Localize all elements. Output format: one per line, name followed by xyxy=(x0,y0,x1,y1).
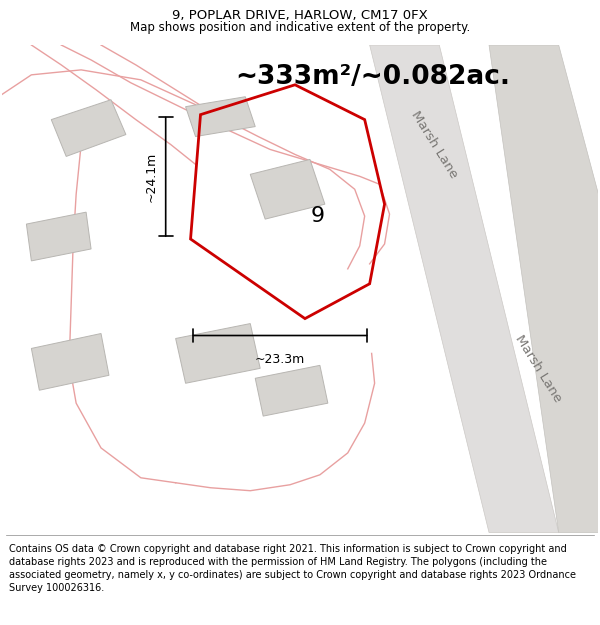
Text: Map shows position and indicative extent of the property.: Map shows position and indicative extent… xyxy=(130,21,470,34)
Polygon shape xyxy=(26,212,91,261)
Text: ~24.1m: ~24.1m xyxy=(145,152,158,202)
Polygon shape xyxy=(51,100,126,156)
Polygon shape xyxy=(255,366,328,416)
Polygon shape xyxy=(489,45,598,532)
Polygon shape xyxy=(31,334,109,390)
Text: Marsh Lane: Marsh Lane xyxy=(513,332,565,404)
Text: 9, POPLAR DRIVE, HARLOW, CM17 0FX: 9, POPLAR DRIVE, HARLOW, CM17 0FX xyxy=(172,9,428,22)
Polygon shape xyxy=(176,324,260,383)
Polygon shape xyxy=(250,159,325,219)
Text: Marsh Lane: Marsh Lane xyxy=(409,109,460,181)
Text: ~333m²/~0.082ac.: ~333m²/~0.082ac. xyxy=(235,64,511,90)
Polygon shape xyxy=(185,97,255,136)
Polygon shape xyxy=(370,45,559,532)
Text: ~23.3m: ~23.3m xyxy=(255,353,305,366)
Text: 9: 9 xyxy=(311,206,325,226)
Text: Contains OS data © Crown copyright and database right 2021. This information is : Contains OS data © Crown copyright and d… xyxy=(9,544,576,593)
